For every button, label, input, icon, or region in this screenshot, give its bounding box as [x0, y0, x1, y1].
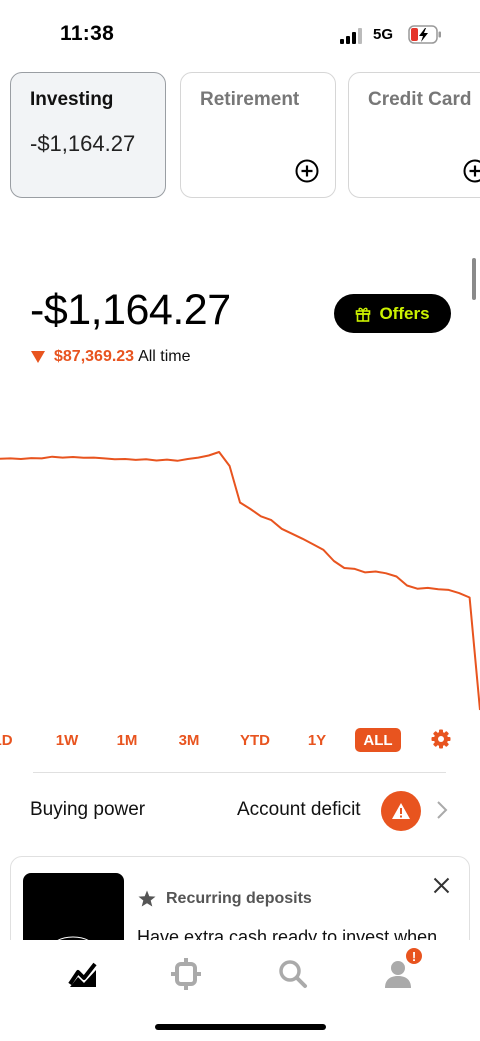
- change-period: All time: [138, 348, 191, 365]
- warning-button[interactable]: [381, 791, 421, 831]
- change-amount: $87,369.23: [54, 348, 135, 365]
- home-indicator: [155, 1024, 326, 1030]
- range-tab-all[interactable]: ALL: [355, 728, 401, 752]
- down-triangle-icon: [31, 351, 45, 363]
- account-card-title: Retirement: [200, 89, 300, 110]
- range-tabs: 1D 1W 1M 3M YTD 1Y ALL: [0, 728, 480, 754]
- gear-icon[interactable]: [431, 729, 451, 749]
- nav-investing[interactable]: [63, 954, 103, 994]
- account-card-retirement[interactable]: Retirement: [180, 72, 336, 198]
- add-circle-icon[interactable]: [463, 159, 480, 183]
- crypto-icon: [171, 958, 201, 990]
- nav-search[interactable]: [273, 954, 313, 994]
- add-circle-icon[interactable]: [295, 159, 319, 183]
- buying-power-label[interactable]: Buying power: [30, 799, 146, 820]
- notification-badge: !: [404, 946, 424, 966]
- star-icon: [138, 890, 156, 907]
- gift-icon: [356, 307, 371, 322]
- close-icon[interactable]: [433, 877, 450, 894]
- investing-icon: [68, 962, 97, 987]
- portfolio-value: -$1,164.27: [30, 286, 231, 334]
- account-card-credit-card[interactable]: Credit Card: [348, 72, 480, 198]
- account-card-title: Credit Card: [368, 89, 472, 110]
- battery-charging-icon: [408, 25, 441, 44]
- range-tab-1d[interactable]: 1D: [0, 731, 13, 749]
- portfolio-line-chart[interactable]: [0, 400, 480, 720]
- range-tab-1m[interactable]: 1M: [116, 731, 138, 749]
- account-card-investing[interactable]: Investing -$1,164.27: [10, 72, 166, 198]
- offers-label: Offers: [379, 303, 430, 323]
- range-tab-ytd[interactable]: YTD: [240, 731, 270, 749]
- account-card-value: -$1,164.27: [30, 131, 136, 156]
- scrollbar-thumb[interactable]: [472, 258, 476, 300]
- status-time: 11:38: [60, 22, 115, 45]
- account-card-title: Investing: [30, 89, 114, 110]
- portfolio-change: $87,369.23 All time: [31, 348, 191, 366]
- range-tab-1w[interactable]: 1W: [55, 731, 79, 749]
- range-tab-3m[interactable]: 3M: [178, 731, 200, 749]
- promo-title: Recurring deposits: [166, 890, 312, 907]
- chevron-right-icon[interactable]: [436, 800, 448, 820]
- account-cards: Investing -$1,164.27 Retirement Credit C…: [0, 72, 480, 200]
- nav-crypto[interactable]: [166, 954, 206, 994]
- status-bar: 11:38 5G: [0, 0, 480, 70]
- search-icon: [279, 960, 307, 988]
- divider: [33, 772, 446, 773]
- signal-strength-icon: [340, 28, 362, 44]
- account-deficit-status[interactable]: Account deficit: [237, 799, 361, 820]
- range-tab-1y[interactable]: 1Y: [307, 731, 327, 749]
- account-icon: [385, 961, 411, 988]
- warning-icon: [392, 803, 410, 819]
- offers-button[interactable]: Offers: [334, 294, 451, 333]
- chart-series-line: [0, 451, 480, 711]
- network-type: 5G: [373, 26, 394, 43]
- nav-account[interactable]: [378, 954, 418, 994]
